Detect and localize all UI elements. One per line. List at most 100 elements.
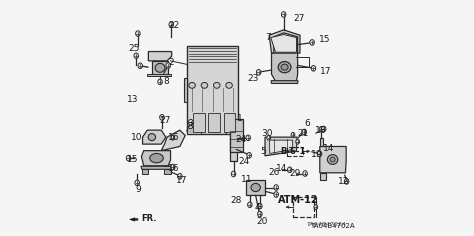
Text: 25: 25 (128, 44, 140, 53)
Polygon shape (187, 123, 201, 134)
Polygon shape (320, 138, 323, 147)
Ellipse shape (287, 167, 292, 173)
Text: 2: 2 (168, 58, 174, 67)
Ellipse shape (213, 82, 220, 88)
Polygon shape (141, 151, 171, 166)
Bar (209, 113, 220, 132)
Ellipse shape (302, 129, 306, 135)
Polygon shape (286, 206, 289, 208)
Ellipse shape (310, 40, 314, 45)
Ellipse shape (328, 155, 338, 164)
Polygon shape (320, 147, 346, 173)
Polygon shape (161, 130, 185, 151)
Ellipse shape (126, 155, 131, 161)
Ellipse shape (136, 31, 140, 36)
Text: 4: 4 (255, 202, 260, 212)
Text: 9: 9 (135, 185, 141, 194)
Text: 18: 18 (315, 126, 326, 135)
Ellipse shape (150, 153, 164, 163)
Ellipse shape (189, 82, 195, 88)
Text: 12: 12 (338, 177, 349, 186)
Ellipse shape (267, 135, 271, 140)
Text: 23: 23 (247, 74, 258, 83)
Ellipse shape (281, 64, 288, 70)
Text: 17: 17 (176, 176, 188, 185)
Polygon shape (307, 150, 310, 152)
Ellipse shape (291, 132, 295, 137)
Ellipse shape (134, 53, 138, 59)
Text: 22: 22 (168, 21, 179, 30)
Ellipse shape (158, 79, 162, 85)
Ellipse shape (303, 171, 307, 176)
Text: 14: 14 (323, 144, 335, 153)
Polygon shape (141, 166, 172, 169)
Ellipse shape (171, 135, 175, 140)
Text: 21: 21 (297, 129, 309, 138)
Ellipse shape (166, 63, 171, 68)
Ellipse shape (345, 179, 349, 184)
Polygon shape (265, 137, 297, 156)
Ellipse shape (247, 202, 252, 207)
Bar (193, 113, 205, 132)
Ellipse shape (256, 69, 261, 75)
Ellipse shape (201, 82, 208, 88)
Text: 6: 6 (305, 119, 310, 128)
Ellipse shape (257, 211, 262, 217)
Ellipse shape (160, 114, 164, 120)
Polygon shape (184, 78, 187, 102)
Text: 8: 8 (164, 77, 169, 86)
Text: 19: 19 (311, 150, 322, 159)
Polygon shape (152, 61, 168, 75)
Text: 5: 5 (260, 147, 266, 156)
Bar (224, 113, 235, 132)
Text: 13: 13 (127, 95, 138, 104)
Ellipse shape (296, 139, 300, 144)
Ellipse shape (330, 157, 335, 162)
Polygon shape (270, 140, 292, 153)
Ellipse shape (311, 66, 316, 71)
Text: 1: 1 (237, 114, 243, 123)
Text: FR.: FR. (141, 215, 156, 223)
Ellipse shape (314, 205, 318, 209)
Ellipse shape (274, 192, 278, 197)
Polygon shape (229, 119, 237, 161)
Text: TA04B4702A: TA04B4702A (307, 222, 347, 227)
Polygon shape (187, 46, 237, 134)
Polygon shape (143, 130, 166, 144)
Text: 26: 26 (268, 168, 280, 177)
Ellipse shape (171, 164, 175, 170)
Polygon shape (226, 120, 242, 134)
Ellipse shape (155, 63, 165, 72)
Polygon shape (130, 218, 138, 221)
Text: 29: 29 (289, 169, 301, 178)
Bar (287, 147, 303, 156)
Polygon shape (246, 180, 265, 195)
Polygon shape (148, 51, 172, 61)
Text: 10: 10 (131, 133, 143, 142)
Ellipse shape (169, 22, 173, 28)
Text: 28: 28 (231, 196, 242, 205)
Text: ATM-12: ATM-12 (278, 195, 319, 205)
Ellipse shape (226, 82, 232, 88)
Ellipse shape (319, 126, 324, 132)
Ellipse shape (274, 185, 278, 190)
Ellipse shape (246, 135, 250, 141)
Polygon shape (164, 169, 171, 174)
Text: 16: 16 (168, 164, 179, 173)
Text: 11: 11 (241, 175, 253, 184)
Ellipse shape (282, 12, 286, 17)
Text: B-6-1: B-6-1 (280, 147, 305, 156)
Ellipse shape (231, 171, 236, 177)
Ellipse shape (317, 151, 322, 157)
Text: 16: 16 (168, 133, 179, 142)
Polygon shape (320, 173, 326, 180)
Ellipse shape (251, 183, 260, 192)
Text: 15: 15 (319, 35, 331, 44)
Text: 15: 15 (127, 155, 138, 164)
Ellipse shape (138, 63, 143, 68)
Bar (293, 197, 314, 217)
Text: 24: 24 (236, 135, 247, 144)
Ellipse shape (148, 134, 155, 141)
Polygon shape (269, 30, 300, 53)
Text: 24: 24 (238, 157, 249, 166)
